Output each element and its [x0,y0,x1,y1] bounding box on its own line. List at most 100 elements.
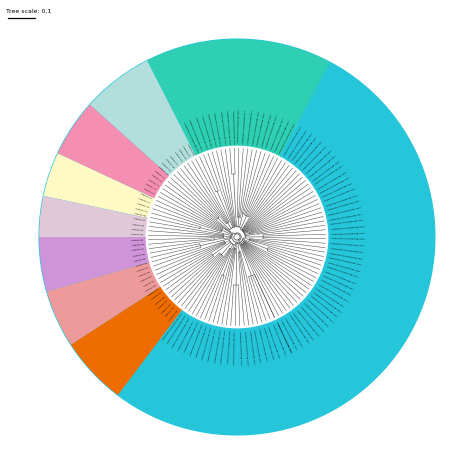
Text: Species 83: Species 83 [131,229,144,231]
Wedge shape [90,61,237,237]
Text: Aeromonas mucipida EB-A042: Aeromonas mucipida EB-A042 [292,134,312,162]
Text: Aeromonas mucipida EB-A010: Aeromonas mucipida EB-A010 [310,295,337,318]
Text: Aeromonas mucipida EB-A013: Aeromonas mucipida EB-A013 [182,121,198,152]
Text: Aeromonas mucipida EB-A033: Aeromonas mucipida EB-A033 [319,177,350,194]
Text: Species 91: Species 91 [137,267,149,272]
Circle shape [39,39,435,435]
Text: Aeromonas mucipida EB-A040: Aeromonas mucipida EB-A040 [299,142,322,167]
Text: Species 86: Species 86 [132,244,144,246]
Text: Aeromonas mucipida EB-A004: Aeromonas mucipida EB-A004 [289,315,308,344]
Text: Species 73: Species 73 [148,179,159,186]
Text: Species 93: Species 93 [141,276,152,282]
Text: Species 97: Species 97 [152,292,162,301]
Text: Species 68: Species 68 [165,159,174,168]
Text: Species 84: Species 84 [131,235,143,236]
Text: Species 81: Species 81 [133,219,145,221]
Text: Species 90: Species 90 [136,263,147,267]
Text: Aeromonas mucipida EB-A022: Aeromonas mucipida EB-A022 [330,243,364,246]
Text: Aeromonas mucipida EB-A037: Aeromonas mucipida EB-A037 [239,331,242,365]
Text: Aeromonas mucipida EB-A042: Aeromonas mucipida EB-A042 [263,327,273,360]
Text: Aeromonas mucipida EB-A030: Aeromonas mucipida EB-A030 [325,194,357,207]
Text: Aeromonas mucipida EB-A037: Aeromonas mucipida EB-A037 [309,155,336,178]
Text: Aeromonas mucipida EB-A008: Aeromonas mucipida EB-A008 [303,302,328,327]
Text: Aeromonas mucipida EB-A020: Aeromonas mucipida EB-A020 [329,253,363,259]
Text: Aeromonas mucipida EB-A034: Aeromonas mucipida EB-A034 [317,171,347,190]
Text: Aeromonas mucipida EB-A025: Aeromonas mucipida EB-A025 [167,315,186,344]
Text: Aeromonas mucipida EB-A041: Aeromonas mucipida EB-A041 [295,137,318,164]
Text: Aeromonas mucipida EB-A038: Aeromonas mucipida EB-A038 [244,330,248,364]
Text: Species 76: Species 76 [140,193,152,199]
Text: Species 87: Species 87 [132,249,144,251]
Text: Tree scale: 0.1: Tree scale: 0.1 [6,9,52,14]
Text: Species 96: Species 96 [149,289,159,296]
Text: Aeromonas mucipida EB-A039: Aeromonas mucipida EB-A039 [302,146,327,171]
Text: Aeromonas mucipida EB-A031: Aeromonas mucipida EB-A031 [202,327,212,360]
Text: Species 92: Species 92 [139,272,150,277]
Text: Aeromonas mucipida EB-A003: Aeromonas mucipida EB-A003 [243,110,246,144]
Text: Species 71: Species 71 [155,170,164,179]
Text: Species 72: Species 72 [151,174,162,182]
Text: Species 75: Species 75 [143,188,154,194]
Text: Aeromonas mucipida EB-A003: Aeromonas mucipida EB-A003 [284,317,303,347]
Wedge shape [147,39,330,237]
Text: Species 95: Species 95 [146,284,157,292]
Text: Aeromonas mucipida EB-A007: Aeromonas mucipida EB-A007 [219,110,225,144]
Text: Species 88: Species 88 [133,254,145,257]
Text: Aeromonas mucipida EB-A026: Aeromonas mucipida EB-A026 [173,318,191,347]
Text: Aeromonas mucipida EB-A019: Aeromonas mucipida EB-A019 [328,257,362,266]
Text: Aeromonas mucipida EB-A025: Aeromonas mucipida EB-A025 [330,226,364,230]
Text: Aeromonas mucipida EB-A011: Aeromonas mucipida EB-A011 [312,292,340,312]
Text: Species 65: Species 65 [178,149,185,159]
Text: Species 67: Species 67 [169,155,178,165]
Text: Aeromonas mucipida EB-A026: Aeromonas mucipida EB-A026 [330,219,364,225]
Text: Aeromonas mucipida EB-A045: Aeromonas mucipida EB-A045 [279,123,296,154]
Text: Aeromonas mucipida EB-A032: Aeromonas mucipida EB-A032 [322,182,353,198]
Text: Aeromonas mucipida EB-A009: Aeromonas mucipida EB-A009 [307,299,332,322]
Wedge shape [71,237,237,395]
Wedge shape [44,154,237,237]
Text: Aeromonas mucipida EB-A006: Aeromonas mucipida EB-A006 [296,309,319,336]
Text: Aeromonas mucipida EB-A007: Aeromonas mucipida EB-A007 [300,306,323,331]
Text: Species 82: Species 82 [132,224,144,226]
Text: Aeromonas mucipida EB-A047: Aeromonas mucipida EB-A047 [271,118,284,150]
Text: Aeromonas mucipida EB-A005: Aeromonas mucipida EB-A005 [232,109,235,143]
Text: Aeromonas mucipida EB-A029: Aeromonas mucipida EB-A029 [190,324,203,356]
Text: Aeromonas mucipida EB-A040: Aeromonas mucipida EB-A040 [254,329,261,363]
Text: Aeromonas mucipida EB-A033: Aeromonas mucipida EB-A033 [215,329,221,363]
Text: Aeromonas mucipida EB-A046: Aeromonas mucipida EB-A046 [275,120,290,152]
Text: Aeromonas mucipida EB-A032: Aeromonas mucipida EB-A032 [208,328,217,362]
Text: Aeromonas mucipida EB-A027: Aeromonas mucipida EB-A027 [178,320,195,351]
Text: Aeromonas mucipida EB-A002: Aeromonas mucipida EB-A002 [280,319,297,350]
Text: Aeromonas mucipida EB-A027: Aeromonas mucipida EB-A027 [329,213,363,220]
Text: Aeromonas mucipida EB-A030: Aeromonas mucipida EB-A030 [196,326,208,358]
Text: Aeromonas mucipida EB-A028: Aeromonas mucipida EB-A028 [184,322,199,354]
Text: Species 66: Species 66 [173,152,182,162]
Text: Aeromonas mucipida EB-A029: Aeromonas mucipida EB-A029 [327,201,360,211]
Text: Aeromonas mucipida EB-A012: Aeromonas mucipida EB-A012 [315,288,344,307]
Text: Aeromonas mucipida EB-A036: Aeromonas mucipida EB-A036 [234,331,236,365]
Text: Aeromonas mucipida EB-A011: Aeromonas mucipida EB-A011 [194,117,207,149]
Text: Aeromonas mucipida EB-A039: Aeromonas mucipida EB-A039 [249,330,255,364]
Text: Aeromonas mucipida EB-A031: Aeromonas mucipida EB-A031 [324,189,356,202]
Text: Aeromonas mucipida EB-A034: Aeromonas mucipida EB-A034 [221,330,226,364]
Text: Aeromonas mucipida EB-A045: Aeromonas mucipida EB-A045 [276,322,292,353]
Wedge shape [39,237,237,292]
Text: Aeromonas mucipida EB-A021: Aeromonas mucipida EB-A021 [330,248,364,253]
Text: Species 101: Species 101 [165,307,175,317]
Text: Aeromonas mucipida EB-A049: Aeromonas mucipida EB-A049 [262,114,272,147]
Text: Species 74: Species 74 [146,183,156,191]
Text: Species 80: Species 80 [134,213,146,217]
Text: Species 69: Species 69 [162,162,171,172]
Text: Species 89: Species 89 [134,258,146,262]
Text: Aeromonas mucipida EB-A028: Aeromonas mucipida EB-A028 [328,207,361,216]
Text: Aeromonas mucipida EB-A036: Aeromonas mucipida EB-A036 [312,161,340,182]
Text: Aeromonas mucipida EB-A006: Aeromonas mucipida EB-A006 [226,110,230,144]
Text: Aeromonas mucipida EB-A001: Aeromonas mucipida EB-A001 [276,322,292,353]
Text: Aeromonas mucipida EB-A044: Aeromonas mucipida EB-A044 [283,127,301,156]
Wedge shape [58,105,237,237]
Text: Aeromonas mucipida EB-A024: Aeromonas mucipida EB-A024 [162,312,182,340]
Text: Aeromonas mucipida EB-A009: Aeromonas mucipida EB-A009 [207,113,216,146]
Text: Aeromonas mucipida EB-A012: Aeromonas mucipida EB-A012 [189,118,202,150]
Text: Aeromonas mucipida EB-A001: Aeromonas mucipida EB-A001 [253,111,259,145]
Text: Aeromonas mucipida EB-A023: Aeromonas mucipida EB-A023 [331,238,365,240]
